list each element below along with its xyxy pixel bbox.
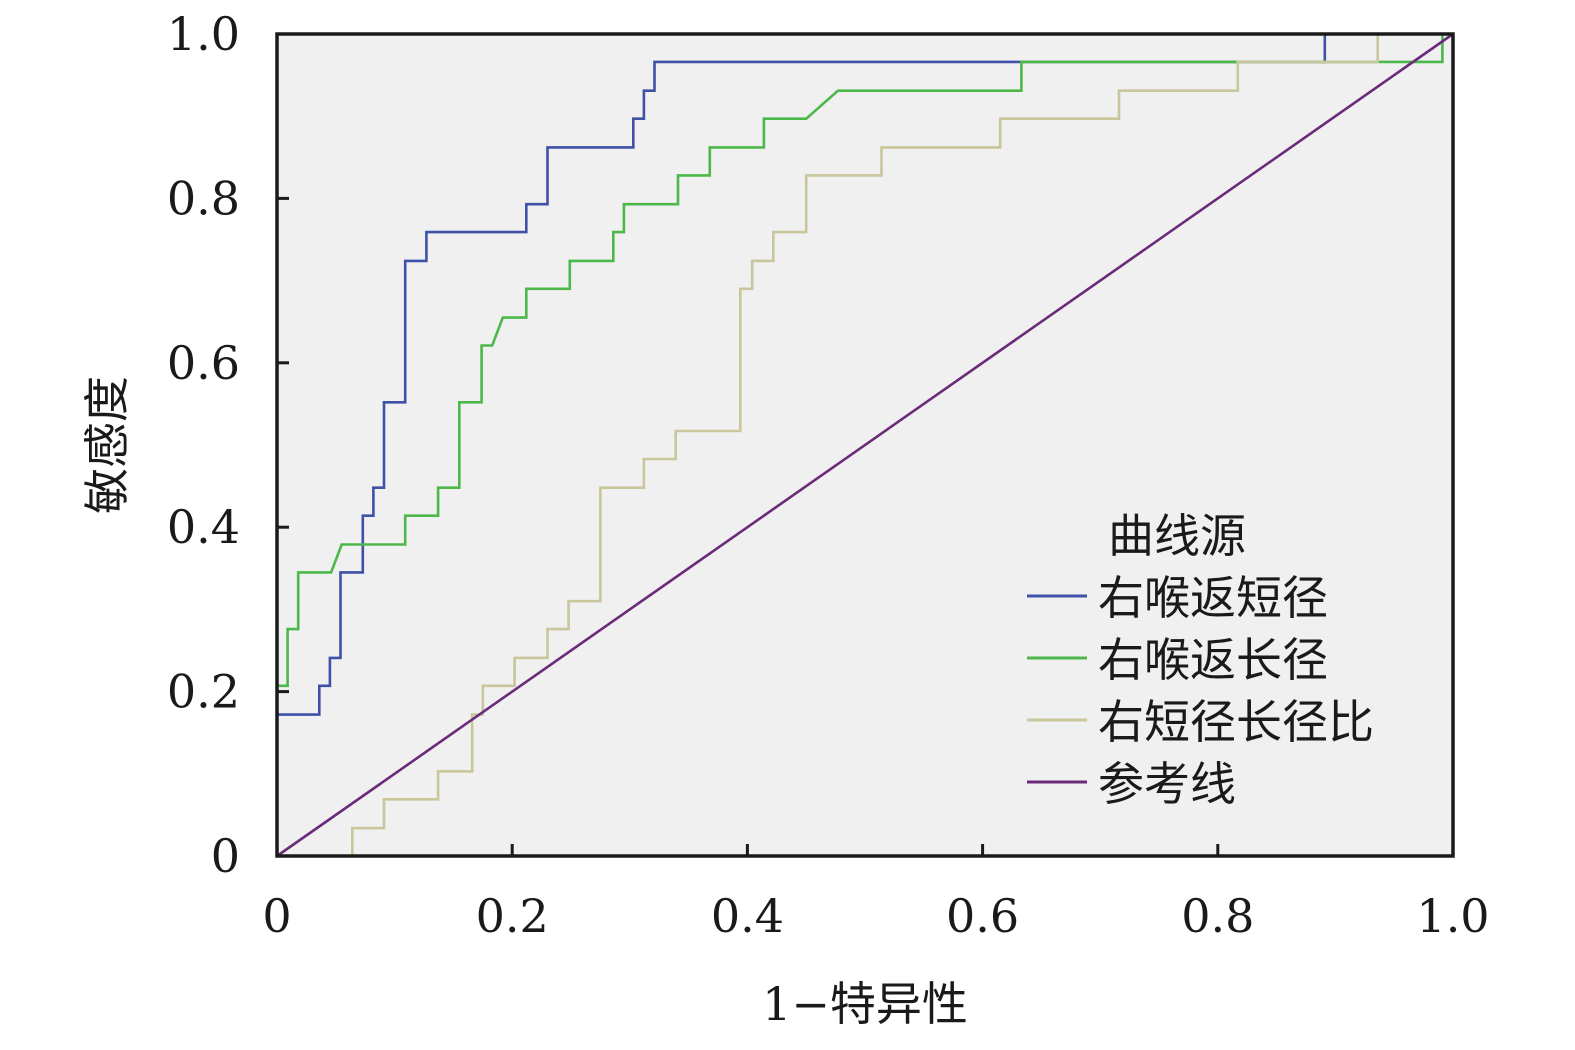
legend-title: 曲线源 xyxy=(1108,509,1246,563)
legend-label: 右短径长径比 xyxy=(1098,695,1374,749)
y-tick-label: 0.4 xyxy=(167,500,240,554)
y-tick-label: 0 xyxy=(211,829,240,883)
ticks-layer: 0 0.2 0.4 0.6 0.8 1.0 0 0.2 0.4 0.6 0.8 1.0 xyxy=(167,7,1490,943)
legend-label: 参考线 xyxy=(1098,757,1236,811)
series-line-4 xyxy=(276,32,1454,858)
x-tick-label: 0.4 xyxy=(711,889,784,943)
series-line-2 xyxy=(275,32,1453,856)
series-line-3 xyxy=(277,32,1453,858)
series-line-1 xyxy=(275,32,1453,856)
legend-label: 右喉返长径 xyxy=(1098,633,1328,687)
x-tick-label: 0.6 xyxy=(946,889,1019,943)
legend-label: 右喉返短径 xyxy=(1098,571,1328,625)
series-layer xyxy=(275,32,1454,858)
x-tick-label: 0 xyxy=(262,889,291,943)
y-tick-label: 0.6 xyxy=(167,336,240,390)
y-tick-label: 1.0 xyxy=(167,7,240,61)
plot-frame xyxy=(275,32,1455,858)
y-tick-label: 0.8 xyxy=(167,171,240,225)
x-tick-label: 0.8 xyxy=(1181,889,1254,943)
x-axis-label: 1−特异性 xyxy=(762,977,968,1031)
x-tick-label: 0.2 xyxy=(476,889,549,943)
x-tick-label: 1.0 xyxy=(1416,889,1489,943)
y-axis-label: 敏感度 xyxy=(80,376,134,514)
y-tick-label: 0.2 xyxy=(167,665,240,719)
